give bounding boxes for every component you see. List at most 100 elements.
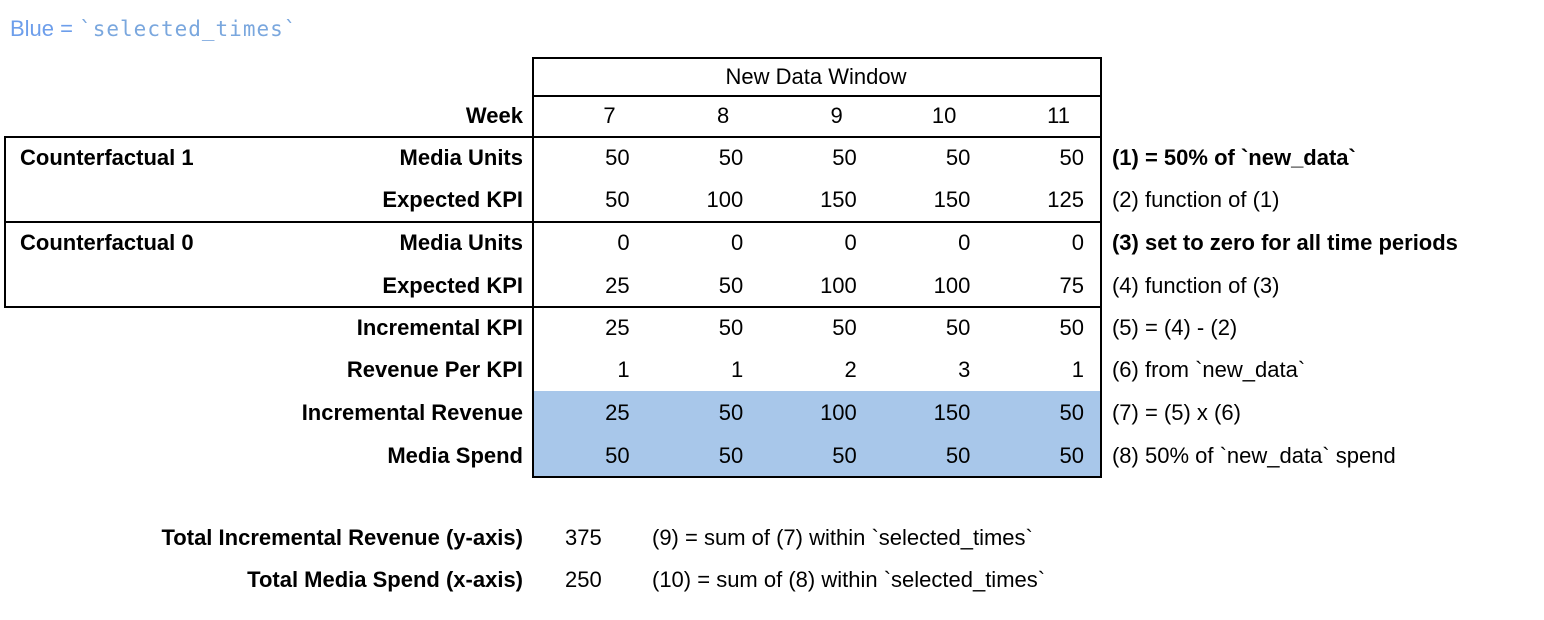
row-note: (7) = (5) x (6) bbox=[1111, 400, 1241, 425]
cell-value: 100 bbox=[706, 187, 744, 212]
table-row-incremental-revenue: Incremental Revenue 25 50 100 150 50 (7)… bbox=[0, 391, 1544, 434]
cell-value: 50 bbox=[1059, 145, 1084, 170]
row-note: (3) set to zero for all time periods bbox=[1111, 230, 1458, 255]
cell-value: 100 bbox=[933, 273, 971, 298]
total-note: (9) = sum of (7) within `selected_times` bbox=[652, 525, 1033, 550]
cell-value: 25 bbox=[605, 315, 630, 340]
cell-value: 50 bbox=[718, 145, 744, 170]
cell-value: 100 bbox=[820, 273, 857, 298]
cell-value: 50 bbox=[945, 315, 971, 340]
total-note: (10) = sum of (8) within `selected_times… bbox=[652, 567, 1046, 592]
selected-times-highlight bbox=[534, 391, 1100, 476]
cell-value-highlighted: 50 bbox=[1059, 443, 1084, 468]
row-note: (8) 50% of `new_data` spend bbox=[1111, 443, 1396, 468]
table-row-revenue-per-kpi: Revenue Per KPI 1 1 2 3 1 (6) from `new_… bbox=[0, 348, 1544, 391]
cell-value: 0 bbox=[730, 230, 744, 255]
cell-value-highlighted: 50 bbox=[718, 400, 744, 425]
week-header-spacer bbox=[0, 95, 256, 136]
table-row-incremental-kpi: Incremental KPI 25 50 50 50 50 (5) = (4)… bbox=[0, 306, 1544, 349]
group-label-spacer bbox=[0, 306, 256, 349]
row-note: (5) = (4) - (2) bbox=[1111, 315, 1238, 340]
cell-value: 1 bbox=[617, 357, 630, 382]
cell-value-highlighted: 50 bbox=[832, 443, 857, 468]
row-note: (6) from `new_data` bbox=[1111, 357, 1306, 382]
row-label: Expected KPI bbox=[382, 187, 523, 212]
week-number: 11 bbox=[1047, 103, 1070, 128]
row-label: Incremental Revenue bbox=[301, 400, 523, 425]
row-label: Media Units bbox=[399, 230, 523, 255]
table-row-expected-kpi-cf0: Expected KPI 25 50 100 100 75 (4) functi… bbox=[0, 264, 1544, 307]
cell-value-highlighted: 50 bbox=[945, 443, 971, 468]
cell-value-highlighted: 150 bbox=[933, 400, 971, 425]
group-label-spacer bbox=[0, 348, 256, 391]
row-label: Revenue Per KPI bbox=[346, 357, 523, 382]
total-label-incremental-revenue: Total Incremental Revenue (y-axis) bbox=[161, 525, 524, 550]
cell-value: 50 bbox=[1059, 315, 1084, 340]
cell-value-highlighted: 100 bbox=[820, 400, 857, 425]
row-note: (1) = 50% of `new_data` bbox=[1111, 145, 1356, 170]
cell-value: 50 bbox=[832, 315, 857, 340]
legend-text: Blue = `selected_times` bbox=[10, 16, 297, 42]
total-media-spend-row: Total Media Spend (x-axis) 250 (10) = su… bbox=[0, 559, 1544, 601]
legend-code-selected-times: `selected_times` bbox=[79, 17, 298, 41]
table-divider bbox=[4, 136, 6, 308]
group-label-spacer bbox=[0, 434, 256, 477]
cell-value: 125 bbox=[1047, 187, 1084, 212]
table-row-media-units-cf1: Counterfactual 1 Media Units 50 50 50 50… bbox=[0, 136, 1544, 179]
cell-value-highlighted: 50 bbox=[1059, 400, 1084, 425]
total-value-incremental-revenue: 375 bbox=[565, 525, 602, 550]
row-label: Incremental KPI bbox=[356, 315, 523, 340]
table-divider bbox=[532, 57, 534, 478]
cell-value-highlighted: 25 bbox=[605, 400, 630, 425]
total-label-media-spend: Total Media Spend (x-axis) bbox=[247, 567, 523, 592]
row-note: (4) function of (3) bbox=[1111, 273, 1280, 298]
table-divider bbox=[532, 57, 1102, 59]
cell-value: 3 bbox=[958, 357, 971, 382]
cell-value: 0 bbox=[617, 230, 630, 255]
group-label-spacer bbox=[0, 264, 256, 307]
cell-value: 50 bbox=[605, 145, 630, 170]
cell-value: 150 bbox=[820, 187, 857, 212]
cell-value: 50 bbox=[605, 187, 630, 212]
row-label: Media Spend bbox=[387, 443, 523, 468]
week-header-label: Week bbox=[465, 103, 523, 128]
group-label-counterfactual-0: Counterfactual 0 bbox=[20, 230, 194, 255]
cell-value: 0 bbox=[958, 230, 971, 255]
group-label-spacer bbox=[0, 391, 256, 434]
week-number: 7 bbox=[603, 103, 616, 128]
table-divider bbox=[4, 221, 1102, 223]
week-number: 8 bbox=[716, 103, 730, 128]
table-divider bbox=[532, 476, 1102, 478]
cell-value: 2 bbox=[844, 357, 857, 382]
legend-prefix: Blue = bbox=[10, 16, 80, 41]
table-divider bbox=[532, 95, 1102, 97]
table-divider bbox=[4, 136, 1102, 138]
table-row-expected-kpi-cf1: Expected KPI 50 100 150 150 125 (2) func… bbox=[0, 178, 1544, 221]
row-label: Media Units bbox=[399, 145, 523, 170]
cell-value: 50 bbox=[718, 315, 744, 340]
cell-value-highlighted: 50 bbox=[605, 443, 630, 468]
cell-value: 1 bbox=[1071, 357, 1084, 382]
cell-value: 0 bbox=[1071, 230, 1084, 255]
row-note: (2) function of (1) bbox=[1111, 187, 1280, 212]
total-incremental-revenue-row: Total Incremental Revenue (y-axis) 375 (… bbox=[0, 517, 1544, 559]
table-row-media-units-cf0: Counterfactual 0 Media Units 0 0 0 0 0 (… bbox=[0, 221, 1544, 264]
table-row-media-spend: Media Spend 50 50 50 50 50 (8) 50% of `n… bbox=[0, 434, 1544, 477]
week-number: 10 bbox=[931, 103, 957, 128]
data-window-title: New Data Window bbox=[725, 64, 907, 89]
cell-value: 75 bbox=[1059, 273, 1084, 298]
cell-value: 1 bbox=[730, 357, 744, 382]
row-label: Expected KPI bbox=[382, 273, 523, 298]
table-divider bbox=[1100, 57, 1102, 478]
cell-value: 50 bbox=[832, 145, 857, 170]
total-value-media-spend: 250 bbox=[565, 567, 602, 592]
cell-value: 50 bbox=[945, 145, 971, 170]
table-divider bbox=[4, 306, 1102, 308]
cell-value: 50 bbox=[718, 273, 744, 298]
group-label-spacer bbox=[0, 178, 256, 221]
group-label-counterfactual-1: Counterfactual 1 bbox=[20, 145, 194, 170]
week-number: 9 bbox=[830, 103, 843, 128]
cell-value: 0 bbox=[844, 230, 857, 255]
cell-value: 150 bbox=[933, 187, 971, 212]
